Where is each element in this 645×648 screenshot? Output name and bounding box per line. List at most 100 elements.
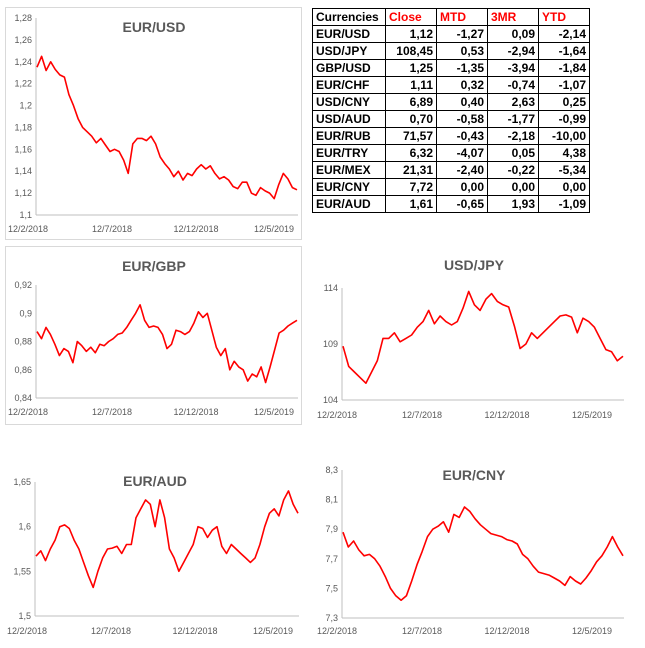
table-row: EUR/USD 1,12 -1,27 0,09 -2,14	[312, 25, 590, 43]
table-row: USD/JPY 108,45 0,53 -2,94 -1,64	[312, 42, 590, 60]
y-tick-label: 7,5	[325, 583, 338, 593]
cell-mtd: 0,32	[436, 76, 488, 94]
x-tick-label: 12/7/2018	[92, 407, 132, 417]
table-row: EUR/CNY 7,72 0,00 0,00 0,00	[312, 178, 590, 196]
cell-pair: USD/CNY	[312, 93, 386, 111]
cell-ytd: -1,07	[538, 76, 590, 94]
cell-pair: EUR/USD	[312, 25, 386, 43]
cell-pair: EUR/CHF	[312, 76, 386, 94]
y-tick-label: 1,22	[14, 79, 32, 89]
series-line	[342, 290, 624, 384]
cell-ytd: -2,14	[538, 25, 590, 43]
cell-mtd: -0,65	[436, 195, 488, 213]
chart-title: EUR/GBP	[122, 258, 186, 274]
cell-mtd: -4,07	[436, 144, 488, 162]
cell-mtd: -1,35	[436, 59, 488, 77]
cell-mtd: 0,00	[436, 178, 488, 196]
col-mtd-header: MTD	[436, 8, 488, 26]
x-tick-label: 12/7/2018	[91, 626, 131, 636]
y-tick-label: 1,55	[13, 566, 31, 576]
y-tick-label: 109	[323, 339, 338, 349]
y-tick-label: 7,9	[325, 524, 338, 534]
y-tick-label: 1,1	[19, 210, 32, 220]
y-tick-label: 1,16	[14, 144, 32, 154]
table-row: EUR/CHF 1,11 0,32 -0,74 -1,07	[312, 76, 590, 94]
chart-title: USD/JPY	[444, 257, 505, 273]
y-tick-label: 1,6	[18, 522, 31, 532]
cell-3mr: -0,22	[487, 161, 539, 179]
y-tick-label: 1,28	[14, 13, 32, 23]
x-tick-label: 12/7/2018	[402, 410, 442, 420]
chart-title: EUR/USD	[122, 19, 185, 35]
x-tick-label: 12/2/2018	[317, 626, 357, 636]
x-tick-label: 12/2/2018	[8, 224, 48, 234]
cell-mtd: -0,43	[436, 127, 488, 145]
cell-3mr: -0,74	[487, 76, 539, 94]
x-tick-label: 12/12/2018	[484, 626, 529, 636]
cell-3mr: -1,77	[487, 110, 539, 128]
cell-pair: EUR/TRY	[312, 144, 386, 162]
cell-ytd: -0,99	[538, 110, 590, 128]
cell-mtd: -2,40	[436, 161, 488, 179]
y-tick-label: 0,84	[14, 393, 32, 403]
cell-pair: EUR/AUD	[312, 195, 386, 213]
table-row: EUR/AUD 1,61 -0,65 1,93 -1,09	[312, 195, 590, 213]
x-tick-label: 12/12/2018	[173, 407, 218, 417]
chart-title: EUR/CNY	[442, 467, 506, 483]
cell-3mr: -2,18	[487, 127, 539, 145]
chart-panel-euraud: EUR/AUD 1,5 1,55 1,6 1,65 12/2/2018 12/7/2018 1…	[5, 462, 305, 644]
table-row: GBP/USD 1,25 -1,35 -3,94 -1,84	[312, 59, 590, 77]
table-row: USD/CNY 6,89 0,40 2,63 0,25	[312, 93, 590, 111]
chart-eurgbp: EUR/GBP 0,84 0,86 0,88 0,9 0,92 12/2/2018 12/7/…	[8, 258, 298, 417]
y-tick-label: 7,7	[325, 554, 338, 564]
series-line	[36, 55, 298, 200]
y-tick-label: 0,86	[14, 365, 32, 375]
cell-close: 1,61	[385, 195, 437, 213]
table-row: EUR/MEX 21,31 -2,40 -0,22 -5,34	[312, 161, 590, 179]
y-tick-label: 104	[323, 395, 338, 405]
cell-3mr: -2,94	[487, 42, 539, 60]
cell-close: 108,45	[385, 42, 437, 60]
cell-close: 1,12	[385, 25, 437, 43]
y-tick-label: 7,3	[325, 613, 338, 623]
chart-panel-eurgbp: EUR/GBP 0,84 0,86 0,88 0,9 0,92 12/2/2018 12/7/…	[5, 246, 302, 425]
table-row: EUR/RUB 71,57 -0,43 -2,18 -10,00	[312, 127, 590, 145]
y-tick-label: 8,3	[325, 465, 338, 475]
cell-close: 71,57	[385, 127, 437, 145]
x-tick-label: 12/5/2019	[253, 626, 293, 636]
chart-panel-eurcny: EUR/CNY 7,3 7,5 7,7 7,9 8,1 8,3 12/2/2018 12/7/2…	[308, 458, 638, 644]
y-tick-label: 1,2	[19, 101, 32, 111]
x-tick-label: 12/2/2018	[7, 626, 47, 636]
cell-pair: EUR/MEX	[312, 161, 386, 179]
cell-pair: USD/JPY	[312, 42, 386, 60]
series-line	[36, 303, 298, 384]
x-tick-label: 12/7/2018	[402, 626, 442, 636]
table-body: EUR/USD 1,12 -1,27 0,09 -2,14 USD/JPY 108,45 0,…	[312, 25, 590, 213]
cell-3mr: 0,09	[487, 25, 539, 43]
cell-ytd: -5,34	[538, 161, 590, 179]
y-tick-label: 114	[324, 283, 338, 293]
cell-ytd: -1,84	[538, 59, 590, 77]
cell-ytd: 0,00	[538, 178, 590, 196]
y-tick-label: 0,9	[19, 308, 32, 318]
table-row: EUR/TRY 6,32 -4,07 0,05 4,38	[312, 144, 590, 162]
y-tick-label: 1,18	[14, 122, 32, 132]
x-tick-label: 12/12/2018	[484, 410, 529, 420]
col-3mr-header: 3MR	[487, 8, 539, 26]
chart-panel-usdjpy: USD/JPY 104 109 114 12/2/2018 12/7/2018 12/12/…	[308, 250, 638, 430]
cell-mtd: 0,40	[436, 93, 488, 111]
y-tick-label: 1,5	[18, 611, 31, 621]
cell-close: 21,31	[385, 161, 437, 179]
y-tick-label: 8,1	[325, 495, 338, 505]
col-close-header: Close	[385, 8, 437, 26]
cell-ytd: -10,00	[538, 127, 590, 145]
chart-panel-eurusd: EUR/USD 1,1 1,12 1,14 1,16 1,18 1,2 1,22 1,24 1,2…	[5, 7, 302, 240]
cell-mtd: 0,53	[436, 42, 488, 60]
chart-euraud: EUR/AUD 1,5 1,55 1,6 1,65 12/2/2018 12/7/2018 1…	[7, 473, 299, 636]
y-tick-label: 1,26	[14, 35, 32, 45]
y-tick-label: 1,65	[13, 477, 31, 487]
cell-pair: GBP/USD	[312, 59, 386, 77]
cell-ytd: 0,25	[538, 93, 590, 111]
y-tick-label: 0,92	[14, 280, 32, 290]
x-tick-label: 12/5/2019	[572, 410, 612, 420]
